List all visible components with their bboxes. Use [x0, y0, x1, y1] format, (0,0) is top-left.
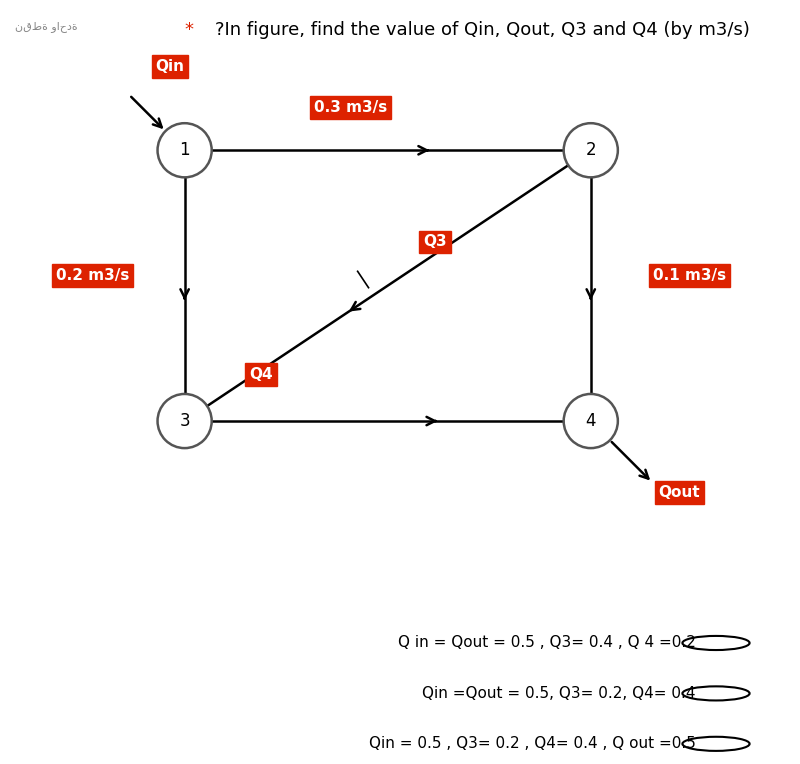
Text: *: * — [185, 21, 199, 39]
Circle shape — [158, 394, 212, 448]
Text: 0.3 m3/s: 0.3 m3/s — [314, 99, 387, 115]
Text: Q in = Qout = 0.5 , Q3= 0.4 , Q 4 =0.2: Q in = Qout = 0.5 , Q3= 0.4 , Q 4 =0.2 — [398, 636, 696, 650]
Text: Qin = 0.5 , Q3= 0.2 , Q4= 0.4 , Q out =0.5: Qin = 0.5 , Q3= 0.2 , Q4= 0.4 , Q out =0… — [369, 736, 696, 751]
Text: ?In figure, find the value of Qin, Qout, Q3 and Q4 (by m3/s): ?In figure, find the value of Qin, Qout,… — [215, 21, 750, 39]
Text: نقطة واحدة: نقطة واحدة — [14, 21, 78, 32]
Text: 0.2 m3/s: 0.2 m3/s — [56, 268, 129, 283]
Text: 4: 4 — [586, 412, 596, 430]
Circle shape — [564, 123, 618, 177]
Text: Q3: Q3 — [423, 235, 446, 249]
Circle shape — [158, 123, 212, 177]
Circle shape — [564, 394, 618, 448]
Text: 2: 2 — [586, 141, 596, 159]
Text: Qin =Qout = 0.5, Q3= 0.2, Q4= 0.4: Qin =Qout = 0.5, Q3= 0.2, Q4= 0.4 — [422, 686, 696, 701]
Text: 3: 3 — [179, 412, 190, 430]
Text: 0.1 m3/s: 0.1 m3/s — [653, 268, 726, 283]
Text: Q4: Q4 — [249, 367, 273, 382]
Text: Qin: Qin — [155, 59, 184, 74]
Text: 1: 1 — [179, 141, 190, 159]
Text: Qout: Qout — [658, 485, 700, 500]
